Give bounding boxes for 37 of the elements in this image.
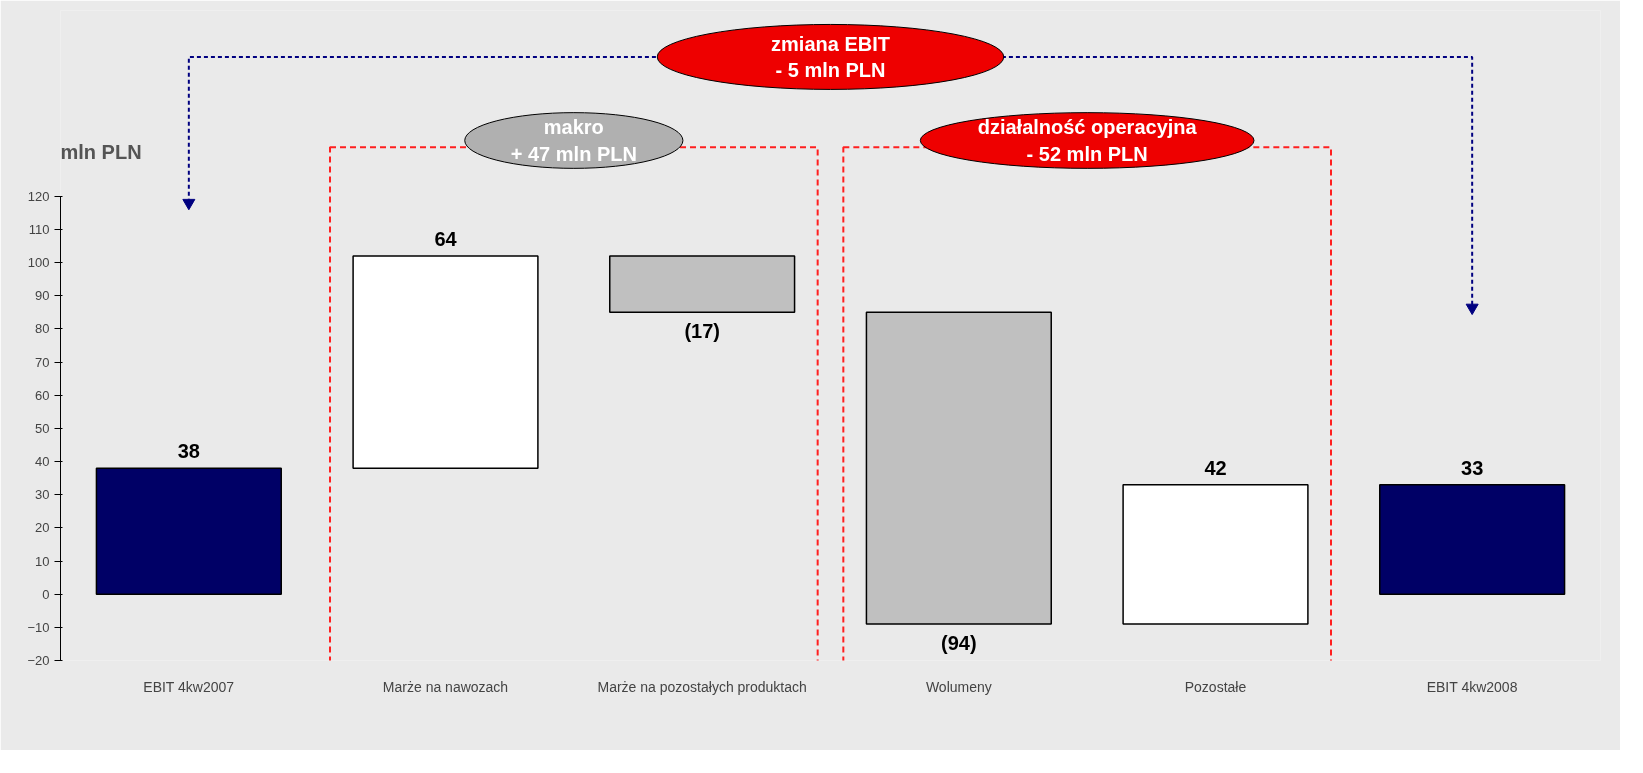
data-label: 42 bbox=[1204, 456, 1227, 479]
y-tick-label: 70 bbox=[35, 354, 50, 370]
x-tick-label: Pozostałe bbox=[1184, 678, 1247, 695]
y-tick-label: 50 bbox=[35, 420, 50, 436]
data-label: (94) bbox=[941, 632, 977, 655]
y-tick-label: 80 bbox=[35, 321, 50, 337]
data-label: 64 bbox=[434, 227, 458, 250]
y-tick-label: 90 bbox=[35, 288, 50, 304]
y-tick-label: −20 bbox=[27, 653, 50, 668]
bar bbox=[1122, 483, 1309, 625]
x-tick-label: EBIT 4kw2008 bbox=[1426, 678, 1518, 695]
text: zmiana EBIT - 5 mln PLN bbox=[771, 32, 890, 82]
bar bbox=[95, 467, 282, 595]
data-label: 33 bbox=[1461, 456, 1484, 479]
y-tick-label: 120 bbox=[27, 188, 50, 204]
data-label: 38 bbox=[177, 440, 200, 463]
bar bbox=[1379, 483, 1566, 595]
bar bbox=[609, 255, 796, 314]
x-tick-label: Wolumeny bbox=[925, 678, 992, 695]
y-tick-label: 110 bbox=[28, 221, 50, 237]
x-tick-label: Marże na nawozach bbox=[382, 678, 509, 695]
x-tick-label: EBIT 4kw2007 bbox=[143, 678, 235, 695]
text: działalność operacyjna - 52 mln PLN bbox=[977, 116, 1198, 165]
bar bbox=[352, 255, 539, 469]
y-tick-label: 10 bbox=[35, 553, 50, 569]
y-tick-label: 40 bbox=[35, 454, 50, 470]
y-tick-label: 30 bbox=[35, 487, 50, 503]
y-tick-label: 60 bbox=[35, 387, 50, 403]
data-label: (17) bbox=[684, 320, 720, 343]
y-tick-label: 20 bbox=[35, 520, 50, 536]
y-axis-title: mln PLN bbox=[60, 141, 142, 164]
text: makro + 47 mln PLN bbox=[510, 116, 637, 165]
y-tick-label: 0 bbox=[42, 586, 50, 602]
bar bbox=[865, 311, 1052, 625]
y-tick-label: −10 bbox=[27, 619, 50, 635]
x-tick-label: Marże na pozostałych produktach bbox=[597, 678, 807, 695]
y-tick-label: 100 bbox=[27, 255, 50, 271]
